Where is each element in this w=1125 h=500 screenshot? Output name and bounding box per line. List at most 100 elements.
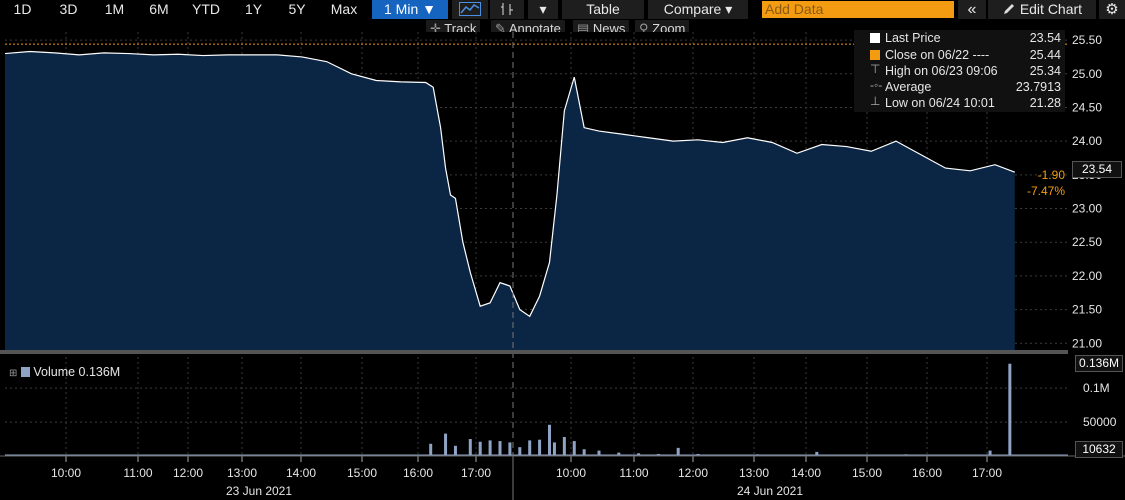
x-tick-label: 11:00	[123, 466, 152, 480]
track-label: Track	[444, 21, 477, 36]
volume-bar	[444, 433, 448, 456]
x-tick-label: 12:00	[678, 466, 708, 480]
ohlc-icon	[501, 3, 513, 15]
compare-dropdown[interactable]: Compare ▾	[648, 0, 748, 19]
volume-bar	[488, 440, 492, 456]
legend-label: Last Price	[885, 31, 941, 45]
magnifier-icon: ⚲	[639, 21, 649, 36]
volume-bar	[845, 454, 848, 456]
period-1m-button[interactable]: 1M	[104, 1, 125, 17]
volume-bar	[676, 447, 680, 456]
volume-bar	[617, 452, 621, 456]
x-tick-label: 15:00	[347, 466, 377, 480]
period-3d-button[interactable]: 3D	[59, 1, 78, 17]
volume-plot-bg	[5, 355, 1068, 456]
volume-bar	[656, 453, 660, 456]
period-max-button[interactable]: Max	[330, 1, 358, 17]
interval-dropdown[interactable]: 1 Min ▼	[372, 0, 448, 19]
legend-value: 23.54	[1029, 31, 1061, 45]
zoom-button[interactable]: ⚲ Zoom	[635, 20, 690, 38]
y-tick-label: 24.50	[1072, 100, 1102, 114]
chart-type-dropdown[interactable]: ▾	[528, 0, 558, 19]
annotate-label: Annotate	[508, 21, 561, 36]
edit-chart-label: Edit Chart	[1019, 1, 1083, 17]
volume-tick-label: 50000	[1083, 415, 1117, 429]
volume-bar	[582, 449, 586, 456]
y-tick-label: 25.50	[1072, 33, 1102, 47]
y-tick-label: 22.00	[1072, 269, 1102, 283]
legend-close: Close on 06/22 ---- 25.44	[854, 47, 1065, 63]
last-price-swatch	[870, 33, 880, 43]
x-tick-label: 16:00	[912, 466, 942, 480]
change-value: -1.90	[1037, 168, 1065, 182]
double-chevron-left-icon: «	[967, 1, 977, 18]
volume-bar	[498, 441, 502, 456]
volume-bar	[904, 454, 908, 456]
period-6m-button[interactable]: 6M	[149, 1, 169, 17]
legend-value: 25.44	[1029, 48, 1061, 62]
volume-bar	[508, 442, 512, 456]
period-5y-button[interactable]: 5Y	[288, 1, 306, 17]
volume-bar	[552, 442, 556, 456]
toolbar: 1D 3D 1M 6M YTD 1Y 5Y Max 1 Min ▼ ▾ Tabl…	[0, 0, 1125, 19]
annotate-button[interactable]: ✎ Annotate	[491, 20, 565, 38]
period-ytd-button[interactable]: YTD	[192, 1, 220, 17]
track-button[interactable]: ✛ Track	[426, 20, 481, 38]
volume-bar	[597, 450, 601, 456]
bar-chart-type-button[interactable]	[490, 0, 524, 19]
edit-chart-button[interactable]: Edit Chart	[988, 0, 1096, 19]
pencil-icon	[1003, 4, 1014, 14]
zoom-label: Zoom	[652, 21, 686, 36]
news-icon: ▤	[577, 21, 590, 36]
y-tick-label: 22.50	[1072, 235, 1102, 249]
expand-icon[interactable]: ⊞	[9, 368, 18, 379]
gear-icon: ⚙	[1105, 1, 1119, 18]
legend-label: Average	[885, 80, 932, 94]
legend-last-price: Last Price 23.54	[854, 30, 1065, 46]
volume-bar	[874, 454, 878, 456]
close-swatch	[870, 50, 880, 60]
x-tick-label: 14:00	[286, 466, 316, 480]
low-marker-icon: ⊥	[870, 94, 881, 108]
y-tick-label: 21.00	[1072, 336, 1102, 350]
volume-max-tag: 0.136M	[1075, 355, 1123, 372]
legend-average: -◦- Average 23.7913	[854, 78, 1065, 95]
legend-label: High on 06/23 09:06	[885, 64, 998, 78]
volume-bar	[815, 451, 819, 456]
line-chart-type-button[interactable]	[452, 0, 488, 19]
volume-bar	[538, 439, 542, 456]
volume-bar	[726, 454, 730, 456]
y-tick-label: 23.00	[1072, 202, 1102, 216]
x-tick-label: 17:00	[461, 466, 491, 480]
volume-bar	[572, 441, 576, 456]
volume-bar	[1008, 363, 1012, 456]
volume-bar	[478, 441, 482, 456]
average-marker-icon: -◦-	[870, 78, 883, 92]
period-1y-button[interactable]: 1Y	[244, 1, 263, 17]
legend-high: ⊤ High on 06/23 09:06 25.34	[854, 62, 1065, 79]
settings-button[interactable]: ⚙	[1099, 0, 1125, 19]
date-label: 24 Jun 2021	[737, 484, 803, 498]
x-tick-label: 14:00	[791, 466, 821, 480]
collapse-button[interactable]: «	[958, 0, 986, 19]
legend-value: 25.34	[1029, 64, 1061, 78]
news-button[interactable]: ▤ News	[573, 20, 630, 38]
volume-bar	[453, 445, 457, 456]
table-button[interactable]: Table	[562, 0, 644, 19]
volume-bar	[988, 450, 992, 456]
volume-bar	[755, 454, 759, 456]
volume-bar	[429, 443, 433, 456]
volume-label: Volume 0.136M	[33, 365, 121, 379]
x-tick-label: 11:00	[619, 466, 648, 480]
volume-bar	[518, 447, 522, 456]
volume-legend: ⊞ Volume 0.136M	[9, 365, 120, 379]
legend-low: ⊥ Low on 06/24 10:01 21.28	[854, 94, 1065, 111]
volume-bar	[934, 454, 938, 456]
volume-bar	[562, 437, 566, 456]
add-data-input[interactable]	[762, 1, 954, 18]
legend-value: 23.7913	[1015, 80, 1061, 94]
date-label: 23 Jun 2021	[226, 484, 292, 498]
legend-label: Close on 06/22 ----	[885, 48, 990, 62]
x-tick-label: 10:00	[51, 466, 81, 480]
period-1d-button[interactable]: 1D	[13, 1, 32, 17]
